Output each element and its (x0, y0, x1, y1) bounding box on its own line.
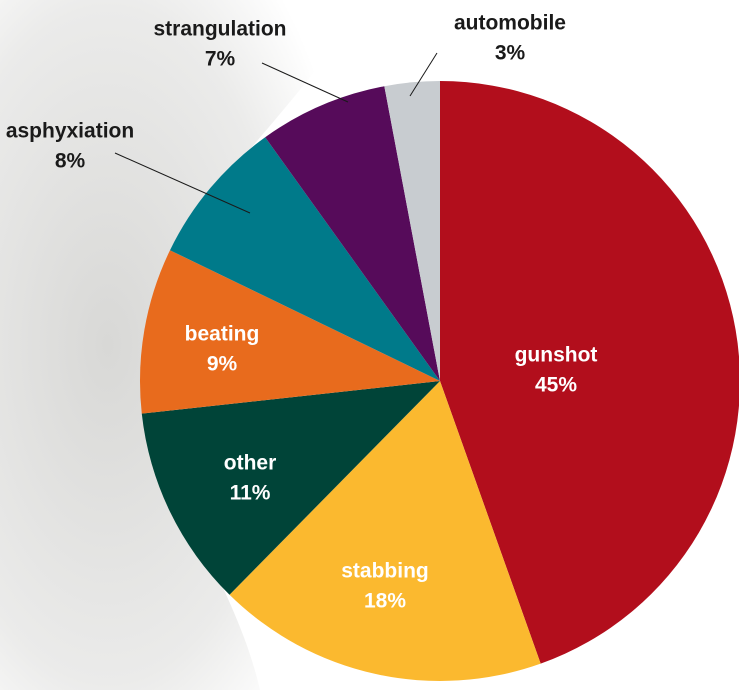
value-label: 8% (55, 150, 86, 173)
value-label: 9% (207, 353, 238, 376)
pie-slice (141, 381, 440, 595)
pie-slice (440, 81, 739, 664)
slice-label: automobile (454, 12, 566, 35)
pie-slice (384, 81, 440, 381)
slice-label: strangulation (153, 18, 286, 41)
leader-line (114, 152, 251, 214)
pie-slice (140, 250, 440, 414)
pie-slice (229, 381, 541, 682)
slice-label: asphyxiation (6, 120, 134, 143)
slice-label: gunshot (515, 344, 598, 367)
value-label: 11% (230, 482, 271, 505)
background-image (0, 0, 360, 690)
slice-label: stabbing (341, 560, 429, 583)
slice-label: beating (185, 323, 260, 346)
value-label: 45% (535, 374, 577, 397)
slice-label: other (224, 452, 277, 475)
leader-line (261, 62, 349, 103)
value-label: 18% (364, 590, 406, 613)
pie-slice (265, 86, 440, 382)
value-label: 7% (205, 48, 236, 71)
pie-slice (169, 137, 440, 381)
leader-line (409, 52, 438, 97)
value-label: 3% (495, 42, 526, 65)
